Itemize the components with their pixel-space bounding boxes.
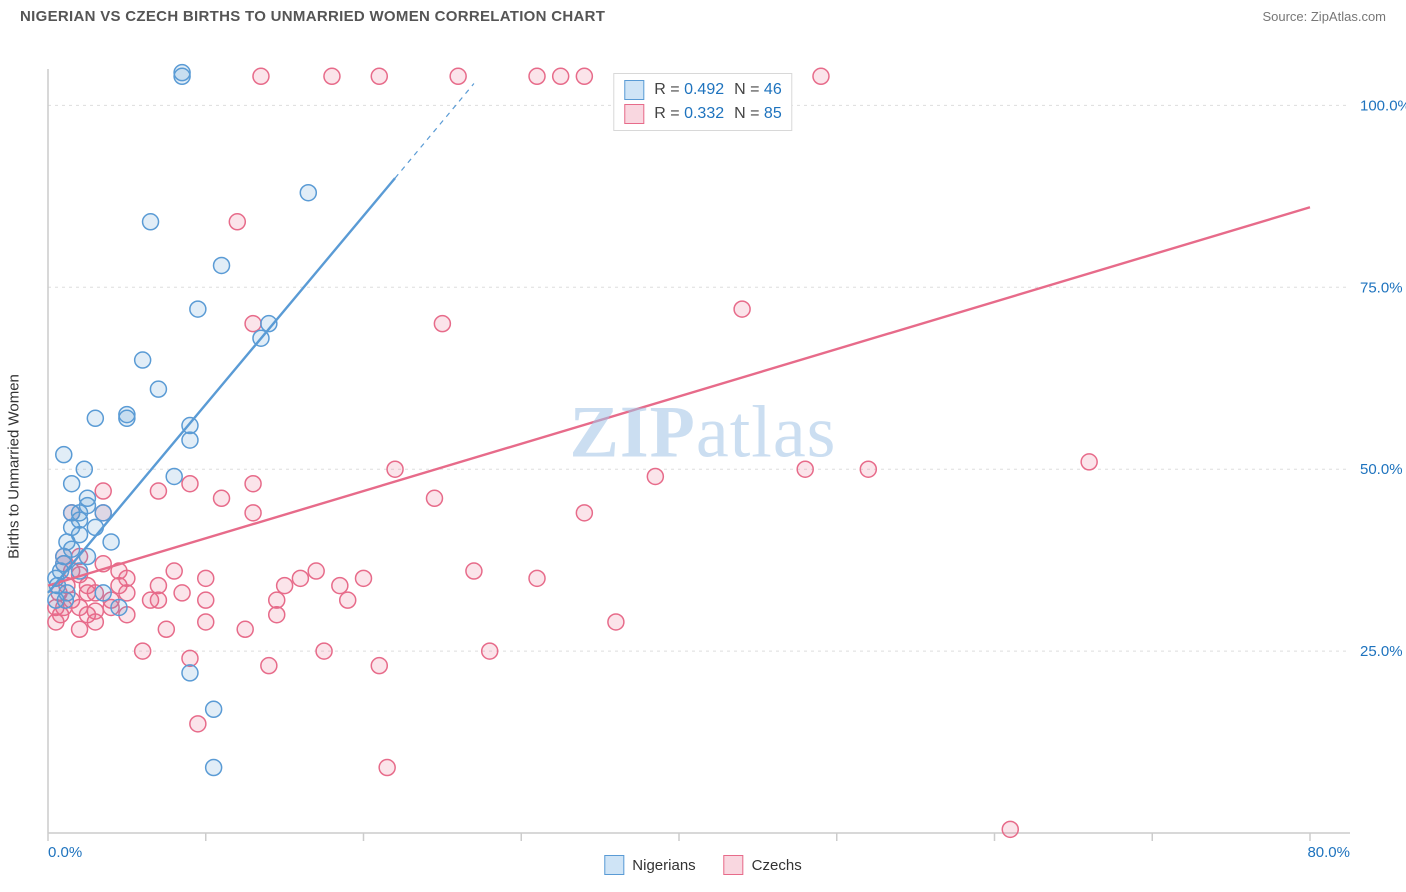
- legend-swatch-nigerians: [604, 855, 624, 875]
- svg-text:80.0%: 80.0%: [1307, 844, 1350, 861]
- stats-row-nigerians: R = 0.492 N = 46: [624, 78, 781, 102]
- chart-container: Births to Unmarried Women 25.0% 50.0% 75.0…: [0, 33, 1406, 883]
- stats-row-czechs: R = 0.332 N = 85: [624, 102, 781, 126]
- stats-r-label: R = 0.332: [654, 105, 724, 123]
- legend-item-nigerians: Nigerians: [604, 855, 695, 875]
- legend-label-nigerians: Nigerians: [632, 857, 695, 874]
- svg-text:50.0%: 50.0%: [1360, 461, 1403, 478]
- legend-swatch-czechs: [724, 855, 744, 875]
- svg-text:25.0%: 25.0%: [1360, 643, 1403, 660]
- legend: Nigerians Czechs: [604, 855, 801, 875]
- stats-box: R = 0.492 N = 46 R = 0.332 N = 85: [613, 73, 792, 131]
- svg-text:0.0%: 0.0%: [48, 844, 82, 861]
- header: NIGERIAN VS CZECH BIRTHS TO UNMARRIED WO…: [0, 0, 1406, 33]
- legend-item-czechs: Czechs: [724, 855, 802, 875]
- stats-n-value-czechs: 85: [764, 105, 782, 122]
- stats-r-label: R = 0.492: [654, 81, 724, 99]
- stats-swatch-czechs: [624, 104, 644, 124]
- chart-title: NIGERIAN VS CZECH BIRTHS TO UNMARRIED WO…: [20, 8, 605, 25]
- stats-swatch-nigerians: [624, 80, 644, 100]
- legend-label-czechs: Czechs: [752, 857, 802, 874]
- stats-n-label: N = 46: [734, 81, 782, 99]
- y-axis-label: Births to Unmarried Women: [6, 374, 23, 559]
- stats-r-value-czechs: 0.332: [684, 105, 724, 122]
- scatter-chart-svg: 25.0% 50.0% 75.0% 100.0% 0.0% 80.0%: [0, 33, 1406, 883]
- svg-text:100.0%: 100.0%: [1360, 97, 1406, 114]
- stats-r-value-nigerians: 0.492: [684, 81, 724, 98]
- stats-n-label: N = 85: [734, 105, 782, 123]
- source-attribution: Source: ZipAtlas.com: [1262, 9, 1386, 24]
- svg-text:75.0%: 75.0%: [1360, 279, 1403, 296]
- stats-n-value-nigerians: 46: [764, 81, 782, 98]
